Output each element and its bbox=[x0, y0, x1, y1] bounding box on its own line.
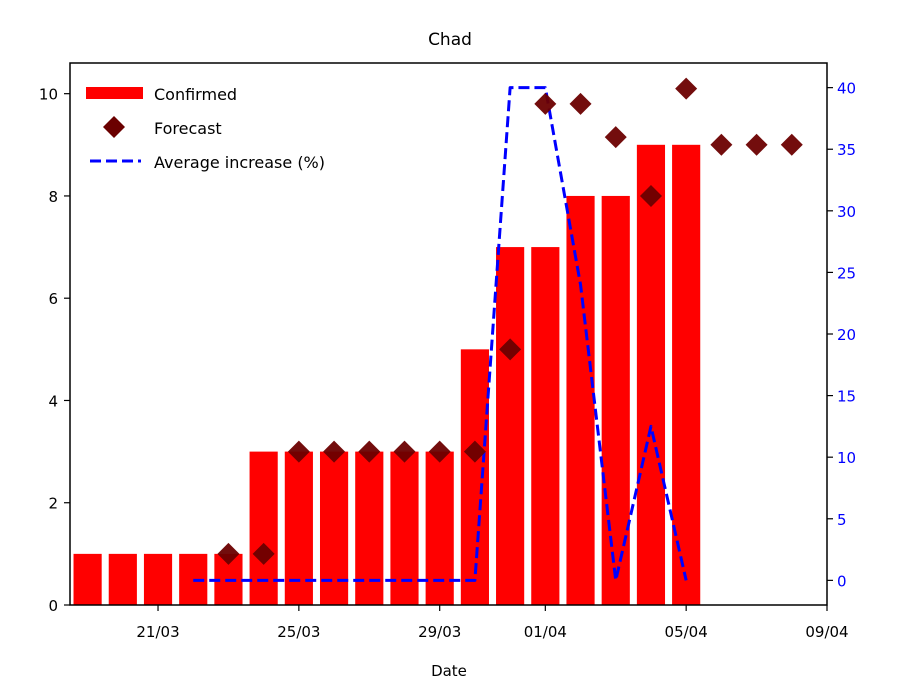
legend-swatch-confirmed bbox=[86, 87, 143, 99]
forecast-marker-17 bbox=[780, 133, 803, 156]
y2-tick-label: 0 bbox=[837, 572, 847, 590]
confirmed-bar-2 bbox=[108, 553, 137, 605]
forecast-marker-3 bbox=[287, 440, 310, 463]
forecast-marker-5 bbox=[358, 440, 381, 463]
confirmed-bar-6 bbox=[249, 451, 278, 605]
y2-tick-label: 15 bbox=[837, 388, 856, 406]
y-tick-label: 4 bbox=[48, 392, 58, 410]
legend: Confirmed Forecast Average increase (%) bbox=[86, 85, 325, 172]
confirmed-bar-3 bbox=[143, 553, 173, 605]
confirmed-bar-15 bbox=[566, 195, 595, 605]
forecast-marker-11 bbox=[569, 92, 592, 115]
forecast-marker-4 bbox=[323, 440, 346, 463]
average-increase-polyline bbox=[193, 86, 688, 582]
x-axis-label: Date bbox=[431, 662, 467, 680]
y-axis-left: 0 2 4 6 8 10 bbox=[39, 86, 70, 615]
x-tick-label: 25/03 bbox=[277, 623, 320, 641]
y2-tick-label: 10 bbox=[837, 449, 856, 467]
y2-tick-label: 30 bbox=[837, 203, 856, 221]
confirmed-bar-9 bbox=[355, 451, 384, 605]
forecast-marker-16 bbox=[745, 133, 768, 156]
legend-label-confirmed: Confirmed bbox=[154, 85, 237, 104]
forecast-marker-8 bbox=[463, 440, 486, 463]
x-tick-label: 09/04 bbox=[805, 623, 848, 641]
forecast-marker-10 bbox=[534, 92, 557, 115]
forecast-marker-15 bbox=[710, 133, 733, 156]
y2-tick-label: 35 bbox=[837, 141, 856, 159]
x-tick-label: 05/04 bbox=[665, 623, 708, 641]
y2-tick-label: 25 bbox=[837, 264, 856, 282]
forecast-marker-2 bbox=[252, 542, 275, 565]
confirmed-bar-17 bbox=[636, 144, 666, 605]
x-axis: 21/03 25/03 29/03 01/04 05/04 09/04 bbox=[136, 605, 849, 641]
x-tick-label: 29/03 bbox=[418, 623, 461, 641]
x-tick-label: 01/04 bbox=[524, 623, 567, 641]
confirmed-bar-1 bbox=[73, 553, 102, 605]
y-tick-label: 0 bbox=[48, 597, 58, 615]
confirmed-bar-14 bbox=[531, 247, 560, 605]
forecast-markers bbox=[217, 77, 803, 565]
y2-tick-label: 20 bbox=[837, 326, 856, 344]
x-tick-label: 21/03 bbox=[136, 623, 179, 641]
y-tick-label: 2 bbox=[48, 495, 58, 513]
y-tick-label: 6 bbox=[48, 290, 58, 308]
confirmed-bar-8 bbox=[319, 451, 349, 605]
y-tick-label: 8 bbox=[48, 188, 58, 206]
y-tick-label: 10 bbox=[39, 86, 58, 104]
legend-swatch-forecast bbox=[103, 116, 125, 138]
legend-label-average-increase: Average increase (%) bbox=[154, 153, 325, 172]
forecast-marker-1 bbox=[217, 542, 240, 565]
forecast-marker-13 bbox=[639, 184, 662, 207]
confirmed-bar-7 bbox=[284, 451, 313, 605]
y2-tick-label: 40 bbox=[837, 80, 856, 98]
forecast-marker-9 bbox=[499, 338, 522, 361]
y2-tick-label: 5 bbox=[837, 511, 847, 529]
confirmed-bar-18 bbox=[672, 144, 701, 605]
confirmed-bar-11 bbox=[425, 451, 454, 605]
forecast-marker-7 bbox=[428, 440, 451, 463]
chart-title: Chad bbox=[428, 30, 472, 50]
confirmed-bar-12 bbox=[460, 349, 489, 605]
y-axis-right: 0 5 10 15 20 25 30 35 40 bbox=[827, 80, 856, 590]
forecast-marker-14 bbox=[675, 77, 698, 100]
confirmed-bar-13 bbox=[496, 247, 525, 605]
average-increase-line bbox=[193, 86, 688, 582]
legend-label-forecast: Forecast bbox=[154, 119, 222, 138]
forecast-marker-12 bbox=[604, 126, 627, 149]
forecast-marker-6 bbox=[393, 440, 416, 463]
confirmed-bar-10 bbox=[390, 451, 419, 605]
